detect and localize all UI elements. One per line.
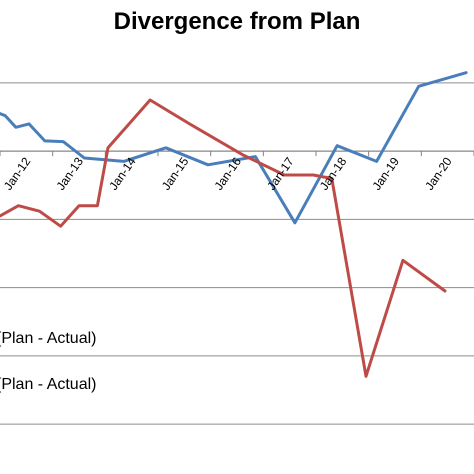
x-tick-label: Jan-15: [159, 154, 192, 192]
x-tick-label: Jan-16: [212, 154, 245, 192]
gridlines: [0, 82, 474, 425]
x-tick-label: Jan-20: [422, 154, 455, 192]
x-tick-label: Jan-13: [54, 154, 87, 192]
series-line: [0, 71, 468, 225]
series-layer: [0, 71, 468, 378]
series-line: [0, 98, 447, 378]
x-tick-label: Jan-12: [1, 154, 34, 192]
legend-entry: (Plan - Actual): [0, 376, 97, 393]
chart-title: Divergence from Plan: [113, 8, 361, 35]
legend-entry: (Plan - Actual): [0, 330, 97, 347]
x-tick-labels: Jan-12 Jan-13 Jan-14 Jan-15 Jan-16 Jan-17 Jan-…: [1, 154, 455, 192]
